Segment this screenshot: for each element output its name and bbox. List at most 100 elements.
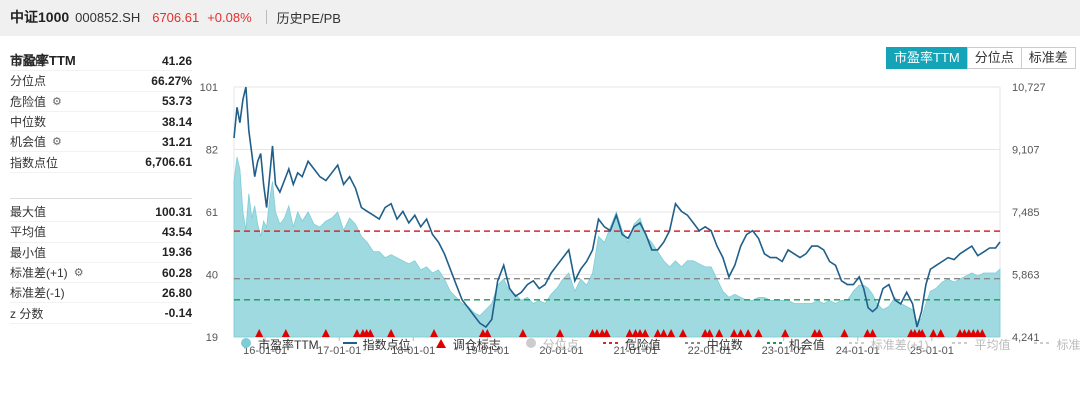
legend-item[interactable]: 机会值 xyxy=(766,336,825,353)
legend-label: 标准差(-1) xyxy=(1056,338,1080,352)
legend-label: 指数点位 xyxy=(362,338,411,352)
y-left-tick-label: 82 xyxy=(206,145,218,157)
stat-value: 31.21 xyxy=(161,134,192,149)
rebalance-marker xyxy=(678,329,687,337)
header-divider xyxy=(265,10,267,24)
legend-symbol-icon xyxy=(766,337,783,352)
rebalance-marker xyxy=(625,329,634,337)
legend-symbol-icon xyxy=(342,337,357,352)
rebalance-marker xyxy=(667,329,676,337)
rebalance-marker xyxy=(352,329,361,337)
rebalance-marker xyxy=(736,329,745,337)
percentile-button[interactable]: 分位点 xyxy=(966,47,1022,69)
rebalance-marker xyxy=(659,329,668,337)
legend-symbol-icon xyxy=(435,337,447,352)
y-left-tick-label: 101 xyxy=(200,82,218,94)
rebalance-marker xyxy=(936,329,945,337)
legend-label: 标准差(+1) xyxy=(870,338,929,352)
stat-row: 当前值 41.26 xyxy=(10,51,192,72)
rebalance-marker xyxy=(602,329,611,337)
stat-row: 标准差(-1) 26.80 xyxy=(10,283,192,304)
stats-history: 最大值 100.31 平均值 43.54 最小值 19.36 标准差(+1) ⚙ 60.2… xyxy=(10,202,192,324)
rebalance-marker xyxy=(518,329,527,337)
y-right-tick-label: 4,241 xyxy=(1012,332,1040,344)
y-right-tick-label: 7,485 xyxy=(1012,207,1040,219)
stat-label: 分位点 xyxy=(10,74,47,89)
x-tick-label: 18-01-01 xyxy=(391,345,435,357)
stat-row: 危险值 ⚙ 53.73 xyxy=(10,92,192,112)
stat-label-with-gear: 标准差(+1) ⚙ xyxy=(10,264,84,281)
stat-label: 中位数 xyxy=(10,115,47,130)
legend-item[interactable]: 中位数 xyxy=(684,336,743,353)
legend-item[interactable]: 标准差(+1) xyxy=(848,336,929,353)
stat-value: 26.80 xyxy=(161,285,192,300)
legend-item[interactable]: 平均值 xyxy=(952,336,1010,353)
x-tick-label: 16-01-01 xyxy=(243,345,287,357)
stat-value: 66.27% xyxy=(151,73,192,88)
rebalance-marker xyxy=(781,329,790,337)
stat-label: 指数点位 xyxy=(10,155,59,170)
legend-item[interactable]: 调仓标志 xyxy=(435,336,501,353)
stat-label: 平均值 xyxy=(10,225,47,240)
stat-value: -0.14 xyxy=(164,306,192,321)
stat-row: 中位数 38.14 xyxy=(10,112,192,133)
rebalance-marker xyxy=(281,329,290,337)
stat-row: z 分数 -0.14 xyxy=(10,303,192,324)
y-left-tick-label: 19 xyxy=(206,332,218,344)
y-left-tick-label: 61 xyxy=(206,207,218,219)
stats-current: 当前值 41.26 分位点 66.27% 危险值 ⚙ 53.73 中位数 38.14 机会… xyxy=(10,51,192,173)
legend-label: 分位点 xyxy=(542,338,579,352)
legend-item[interactable]: 分位点 xyxy=(525,336,579,353)
rebalance-marker xyxy=(929,329,938,337)
legend-item[interactable]: 危险值 xyxy=(602,336,661,353)
stat-row: 最大值 100.31 xyxy=(10,202,192,223)
rebalance-marker xyxy=(653,329,662,337)
stat-value: 19.36 xyxy=(161,245,192,260)
stat-value: 38.14 xyxy=(161,114,192,129)
rebalance-marker xyxy=(754,329,763,337)
rebalance-marker xyxy=(366,329,375,337)
rebalance-marker xyxy=(705,329,714,337)
y-right-tick-label: 9,107 xyxy=(1012,145,1040,157)
stat-label-with-gear: 危险值 ⚙ xyxy=(10,93,62,110)
std-dev-button[interactable]: 标准差 xyxy=(1020,47,1076,69)
index-code: 000852.SH xyxy=(75,9,141,25)
legend-symbol-icon xyxy=(848,337,865,352)
rebalance-marker xyxy=(815,329,824,337)
rebalance-marker xyxy=(387,329,396,337)
rebalance-marker xyxy=(555,329,564,337)
index-line xyxy=(233,86,1001,329)
x-tick-label: 17-01-01 xyxy=(317,345,361,357)
stat-label-with-gear: 机会值 ⚙ xyxy=(10,133,62,150)
rebalance-marker xyxy=(868,329,877,337)
legend-item[interactable]: 标准差(-1) xyxy=(1034,336,1080,353)
stat-row: 机会值 ⚙ 31.21 xyxy=(10,132,192,153)
x-tick-label: 23-01-01 xyxy=(762,345,806,357)
rebalance-marker xyxy=(715,329,724,337)
rebalance-marker xyxy=(641,329,650,337)
y-right-tick-label: 5,863 xyxy=(1012,270,1040,282)
stat-value: 43.54 xyxy=(161,224,192,239)
legend-label: 平均值 xyxy=(974,338,1011,352)
legend-symbol-icon xyxy=(602,337,619,352)
gear-icon[interactable]: ⚙ xyxy=(73,267,84,280)
rebalance-marker xyxy=(592,329,601,337)
pe-ttm-button[interactable]: 市盈率TTM xyxy=(886,47,968,69)
gear-icon[interactable]: ⚙ xyxy=(52,136,62,149)
legend-item[interactable]: 市盈率TTM xyxy=(240,336,319,353)
stat-row: 标准差(+1) ⚙ 60.28 xyxy=(10,263,192,284)
tab-history-pe-pb[interactable]: 历史PE/PB xyxy=(276,10,341,26)
index-change: +0.08% xyxy=(207,9,252,25)
stat-label: 危险值 xyxy=(10,94,47,109)
rebalance-marker xyxy=(430,329,439,337)
legend-symbol-icon xyxy=(1034,337,1051,352)
gear-icon[interactable]: ⚙ xyxy=(52,95,62,108)
stat-value: 6,706.61 xyxy=(145,155,192,170)
rebalance-marker xyxy=(744,329,753,337)
stat-row: 最小值 19.36 xyxy=(10,243,192,263)
legend-label: 危险值 xyxy=(624,338,661,352)
legend-item[interactable]: 指数点位 xyxy=(342,336,411,353)
x-tick-label: 24-01-01 xyxy=(836,345,880,357)
legend-symbol-icon xyxy=(525,337,537,352)
